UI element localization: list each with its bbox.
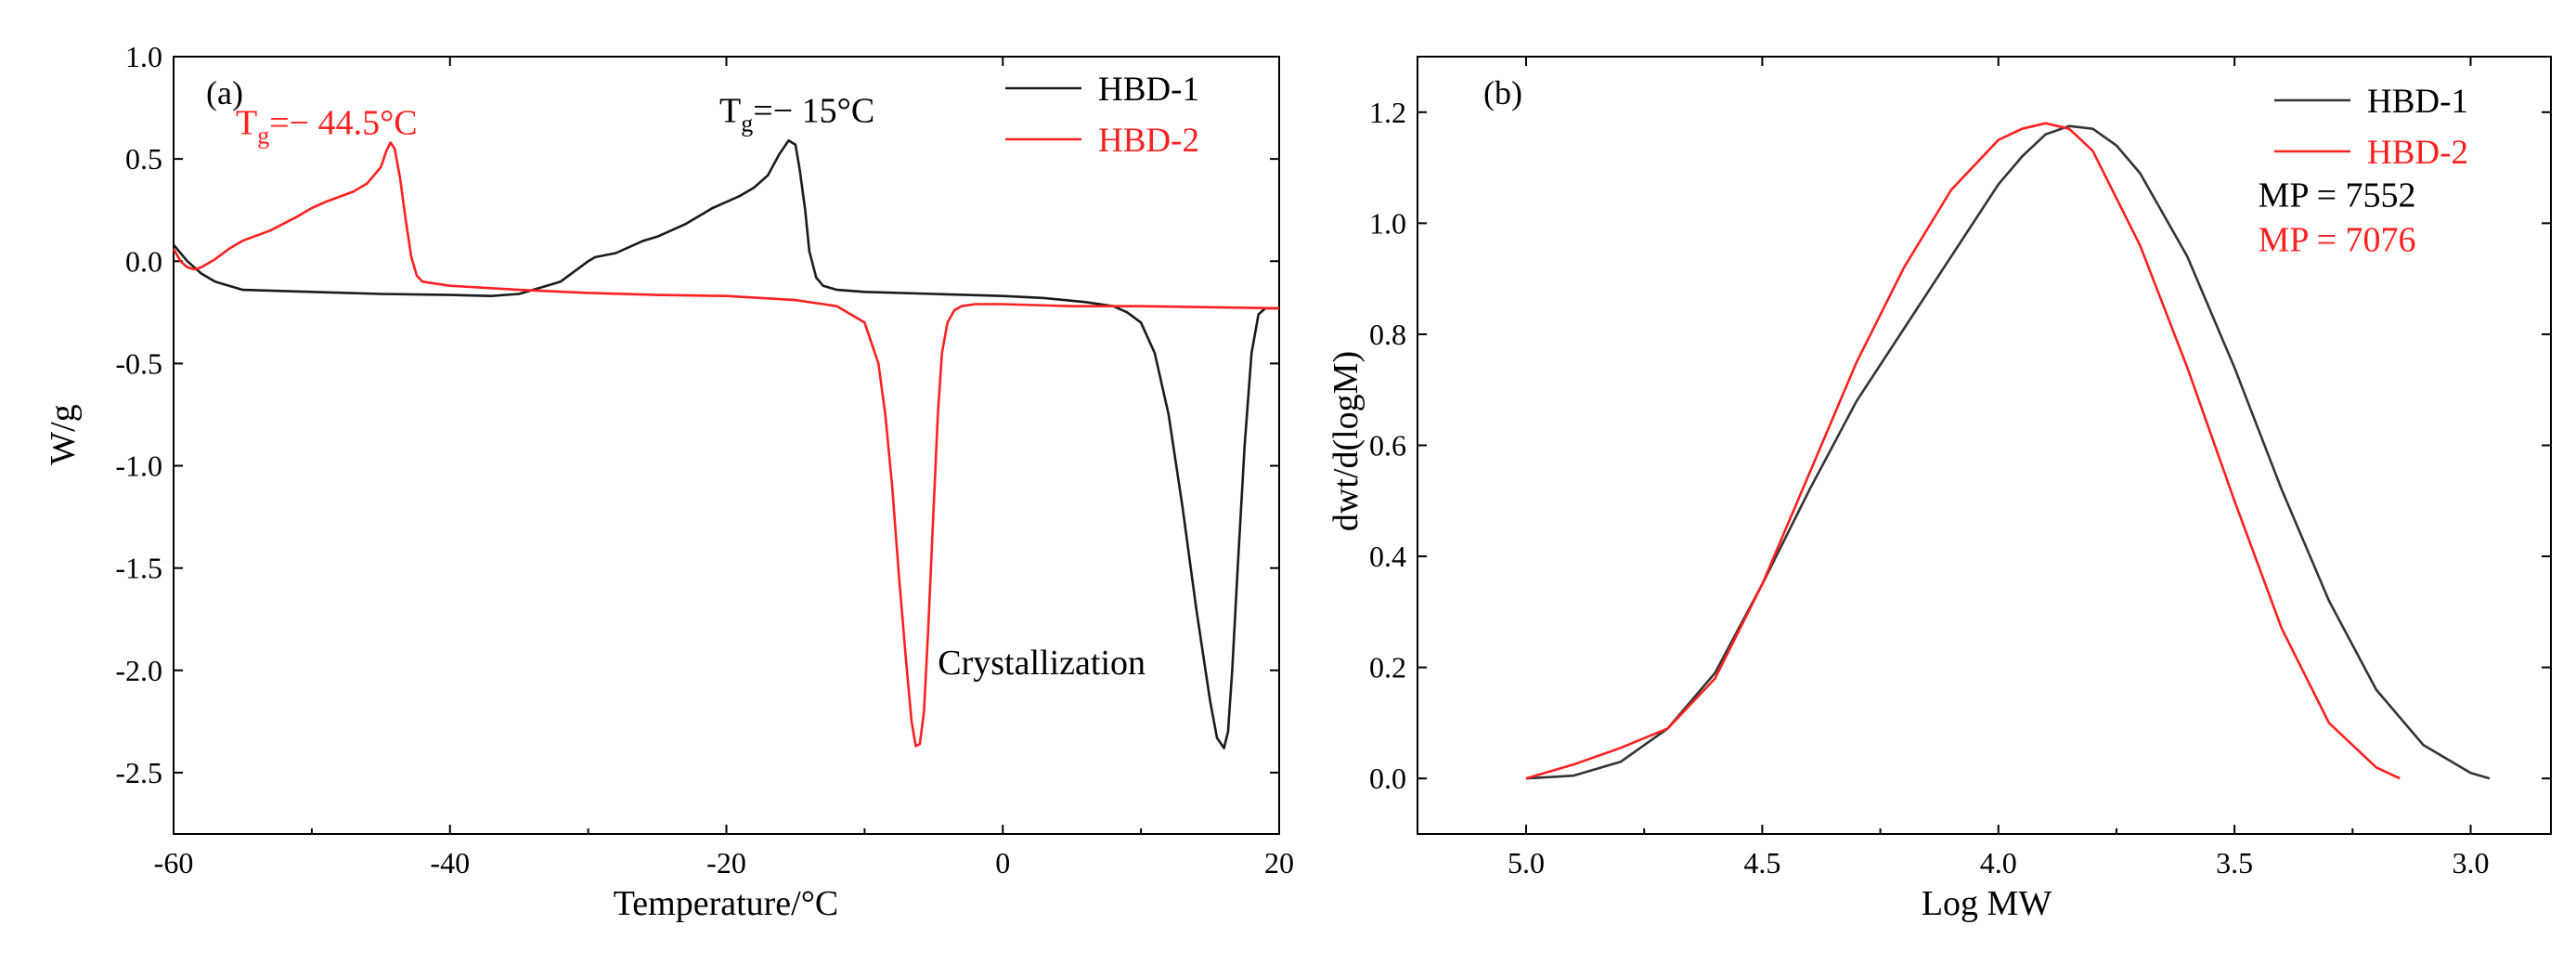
- panel-b-legend-label-hbd2: HBD-2: [2367, 134, 2468, 172]
- panel-b-chart: 5.0 4.5 4.0 3.5 3.0 0.0 0.2 0.4 0.6 0.8 1.0 1.2 (b…: [1327, 56, 2552, 923]
- panel-a-y-axis-label: W/g: [44, 404, 83, 464]
- a-x-tick-label: -60: [154, 846, 194, 879]
- b-y-tick-label: 0.8: [1369, 318, 1406, 351]
- panel-b-y-tick-labels: 0.0 0.2 0.4 0.6 0.8 1.0 1.2: [1369, 96, 1406, 795]
- a-annotation-0: Tg=− 44.5°C: [236, 104, 418, 150]
- panel-a-series: [172, 139, 1280, 749]
- a-annotation-2-main: Crystallization: [938, 644, 1146, 683]
- panel-b-annotations: MP = 7552 MP = 7076: [2259, 176, 2416, 259]
- panel-a-x-tick-labels: -60 -40 -20 0 20: [154, 846, 1294, 879]
- b-y-tick-label: 1.0: [1369, 206, 1406, 240]
- panel-a-legend-label-hbd2: HBD-2: [1098, 122, 1199, 160]
- b-y-tick-label: 1.2: [1369, 96, 1406, 129]
- b-series-hbd-2-line: [1525, 122, 2401, 780]
- a-annotation-1: Tg=− 15°C: [719, 91, 874, 137]
- b-y-tick-label: 0.0: [1369, 762, 1406, 795]
- b-y-tick-label: 0.2: [1369, 651, 1406, 684]
- b-x-tick-label: 4.5: [1743, 846, 1780, 879]
- panel-b-legend-label-hbd1: HBD-1: [2367, 83, 2468, 121]
- a-x-tick-label: 20: [1264, 846, 1294, 879]
- b-x-tick-label: 3.0: [2453, 846, 2490, 879]
- a-x-tick-label: -20: [706, 846, 746, 879]
- a-annotation-0-main: T: [236, 104, 257, 143]
- b-annotation-1: MP = 7076: [2259, 220, 2416, 259]
- a-annotation-0-subscript: g: [257, 123, 269, 150]
- a-y-tick-label: -0.5: [115, 346, 162, 380]
- panel-a-plot-area: [173, 56, 1280, 835]
- panel-b-x-axis-label: Log MW: [1922, 884, 2052, 923]
- b-annotation-0: MP = 7552: [2259, 176, 2416, 215]
- b-annotation-0-main: MP = 7552: [2259, 176, 2416, 215]
- b-x-tick-label: 4.0: [1980, 846, 2017, 879]
- a-y-tick-label: 1.0: [125, 40, 162, 73]
- panel-a-y-tick-labels: 1.0 0.5 0.0 -0.5 -1.0 -1.5 -2.0 -2.5: [115, 40, 162, 789]
- a-x-tick-label: 0: [995, 846, 1010, 879]
- a-x-tick-label: -40: [430, 846, 470, 879]
- b-y-tick-label: 0.4: [1369, 540, 1406, 573]
- panel-a-chart: -60 -40 -20 0 20 1.0 0.5 0.0 -0.5 -1.0 -1.5 -2.0 -2…: [44, 40, 1294, 923]
- b-x-tick-label: 5.0: [1508, 846, 1545, 879]
- panel-a-label: (a): [206, 74, 243, 111]
- a-series-hbd-2-line: [172, 141, 1280, 748]
- panel-a-ticks: [173, 56, 1280, 834]
- panel-b-plot-area: [1417, 56, 2552, 835]
- a-y-tick-label: -1.5: [115, 552, 162, 585]
- panel-a-legend: HBD-1 HBD-2: [1005, 71, 1199, 160]
- b-annotation-1-main: MP = 7076: [2259, 220, 2416, 259]
- a-annotation-1-main: T: [719, 91, 741, 130]
- panel-b-x-tick-labels: 5.0 4.5 4.0 3.5 3.0: [1508, 846, 2490, 879]
- a-annotation-0-suffix: =− 44.5°C: [269, 104, 417, 143]
- a-y-tick-label: 0.5: [125, 142, 162, 176]
- a-y-tick-label: -1.0: [115, 449, 162, 483]
- panel-b-label: (b): [1483, 74, 1522, 111]
- a-annotation-1-suffix: =− 15°C: [753, 91, 874, 130]
- panel-a-legend-label-hbd1: HBD-1: [1098, 71, 1199, 109]
- b-x-tick-label: 3.5: [2216, 846, 2253, 879]
- panel-b-ticks: [1417, 57, 2551, 834]
- a-y-tick-label: -2.5: [115, 756, 162, 789]
- a-annotation-1-subscript: g: [741, 110, 753, 137]
- a-y-tick-label: 0.0: [125, 244, 162, 278]
- b-y-tick-label: 0.6: [1369, 429, 1406, 462]
- panel-b-y-axis-label: dwt/d(logM): [1327, 351, 1366, 531]
- panel-b-legend: HBD-1 HBD-2: [2274, 83, 2468, 172]
- a-series-hbd-1-line: [173, 139, 1279, 749]
- panel-a-x-axis-label: Temperature/°C: [614, 884, 839, 923]
- b-series-hbd-1-line: [1525, 124, 2491, 780]
- a-annotation-2: Crystallization: [938, 644, 1146, 683]
- a-y-tick-label: -2.0: [115, 654, 162, 687]
- panel-b-series: [1525, 122, 2491, 780]
